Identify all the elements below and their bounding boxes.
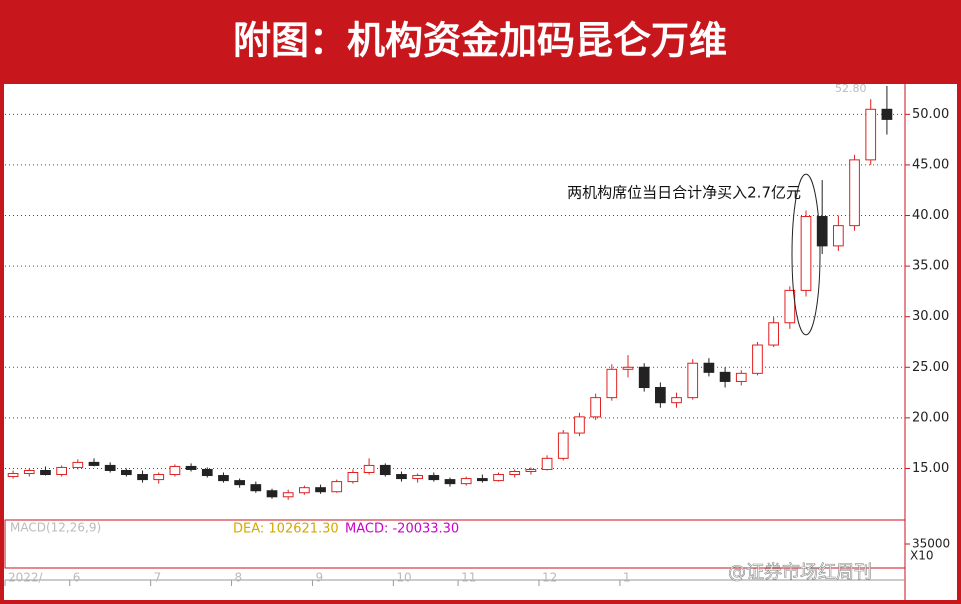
candle-body (606, 368, 618, 399)
candle-body (865, 108, 877, 161)
candle-body (56, 466, 67, 476)
max-label: 52.80 (835, 82, 867, 95)
candle-body (7, 473, 19, 478)
candle-body (23, 469, 35, 475)
candle-body (768, 322, 779, 346)
candle-body (104, 464, 116, 471)
candle-body (315, 487, 326, 493)
candle-body (331, 481, 343, 493)
candle-body (40, 469, 51, 476)
y-tick-label: 15.00 (912, 461, 949, 476)
candle-body (428, 475, 440, 481)
candle-body (541, 457, 553, 470)
candle-body (477, 478, 488, 482)
candle-body (833, 225, 844, 247)
x-tick-label: 6 (73, 571, 81, 585)
x-tick-label: 12 (542, 571, 557, 585)
candle-body (153, 474, 165, 481)
candle-body (460, 478, 472, 485)
candle-body (752, 344, 763, 374)
candle-body (137, 474, 148, 481)
annotation: 两机构席位当日合计净买入2.7亿元 (567, 184, 801, 202)
x-tick-label: 1 (623, 571, 631, 585)
y-tick-label: 20.00 (912, 410, 949, 425)
candle-body (379, 464, 391, 476)
candle-body (347, 472, 359, 483)
x-tick-label: 11 (461, 571, 476, 585)
macd-title: MACD(12,26,9) (10, 521, 101, 535)
dea-label: DEA: 102621.30 (233, 522, 339, 537)
y-tick-label: 30.00 (912, 309, 949, 324)
candle-body (638, 366, 650, 389)
candle-body (703, 362, 715, 373)
y-tick-label: 40.00 (912, 208, 949, 223)
candle-body (412, 475, 423, 480)
x-tick-label: 7 (154, 571, 162, 585)
candle-body (363, 464, 375, 474)
candle-body (169, 465, 181, 476)
annotation-ellipse (791, 173, 821, 336)
candle-body (493, 474, 504, 482)
y2-tick-label: 35000 (912, 537, 950, 551)
candle-body (849, 159, 860, 227)
chart-bg (4, 84, 957, 600)
candle-body (784, 289, 796, 324)
macd-label: MACD: -20033.30 (345, 522, 459, 537)
candle-body (509, 470, 521, 476)
candle-body (121, 469, 132, 476)
candle-body (88, 461, 100, 466)
candle-body (557, 432, 569, 459)
candle-body (444, 479, 456, 485)
candle-body (687, 362, 699, 399)
candle-body (574, 416, 585, 434)
candle-body (218, 475, 229, 482)
candle-body (525, 468, 537, 472)
candle-body (671, 397, 682, 404)
candle-body (719, 371, 731, 382)
candle-body (72, 461, 84, 468)
candle-body (881, 108, 893, 120)
candle-body (590, 397, 601, 418)
candle-body (201, 468, 213, 477)
watermark: @证券市场红周刊 (728, 562, 872, 583)
candle-body (816, 216, 828, 247)
candle-body (234, 480, 245, 486)
candle-body (299, 487, 310, 494)
x-tick-label: 10 (396, 571, 411, 585)
candle-body (396, 474, 407, 480)
candle-body (735, 372, 747, 382)
x-tick-label: 2022/ (8, 571, 44, 585)
candle-body (282, 492, 294, 498)
scale-label: X10 (910, 549, 934, 563)
candle-body (655, 387, 666, 404)
y-tick-label: 35.00 (912, 259, 949, 274)
candle-body (250, 484, 262, 492)
candle-body (622, 366, 634, 370)
x-tick-label: 9 (315, 571, 323, 585)
candle-body (800, 216, 812, 291)
y-tick-label: 50.00 (912, 107, 949, 122)
y-tick-label: 25.00 (912, 360, 949, 375)
candle-body (185, 465, 197, 470)
y-tick-label: 45.00 (912, 157, 949, 172)
x-tick-label: 8 (235, 571, 243, 585)
title: 附图：机构资金加码昆仑万维 (233, 19, 727, 63)
candle-body (266, 490, 278, 498)
